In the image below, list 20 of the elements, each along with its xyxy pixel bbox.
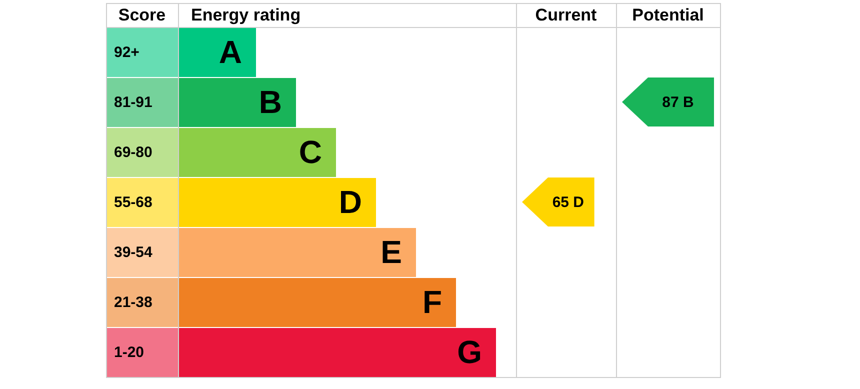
data-label: 65 D [552,194,584,212]
category-label: C [298,134,322,170]
text: Score [118,6,166,25]
category-label: G [457,334,482,370]
text: Energy rating [191,6,301,25]
category-label: F [422,284,442,320]
category-label: 1-20 [114,344,144,362]
category-label: 39-54 [114,244,152,262]
category-label: B [258,84,282,120]
text: Potential [632,6,704,25]
category-label: 69-80 [114,144,152,162]
data-label: 87 B [662,94,694,112]
category-label: D [338,184,362,220]
category-label: 55-68 [114,194,152,212]
category-label: 21-38 [114,294,152,312]
category-label: 92+ [114,44,140,62]
category-label: E [380,234,402,270]
category-label: A [218,34,242,70]
text: Current [535,6,598,25]
category-label: 81-91 [114,94,152,112]
